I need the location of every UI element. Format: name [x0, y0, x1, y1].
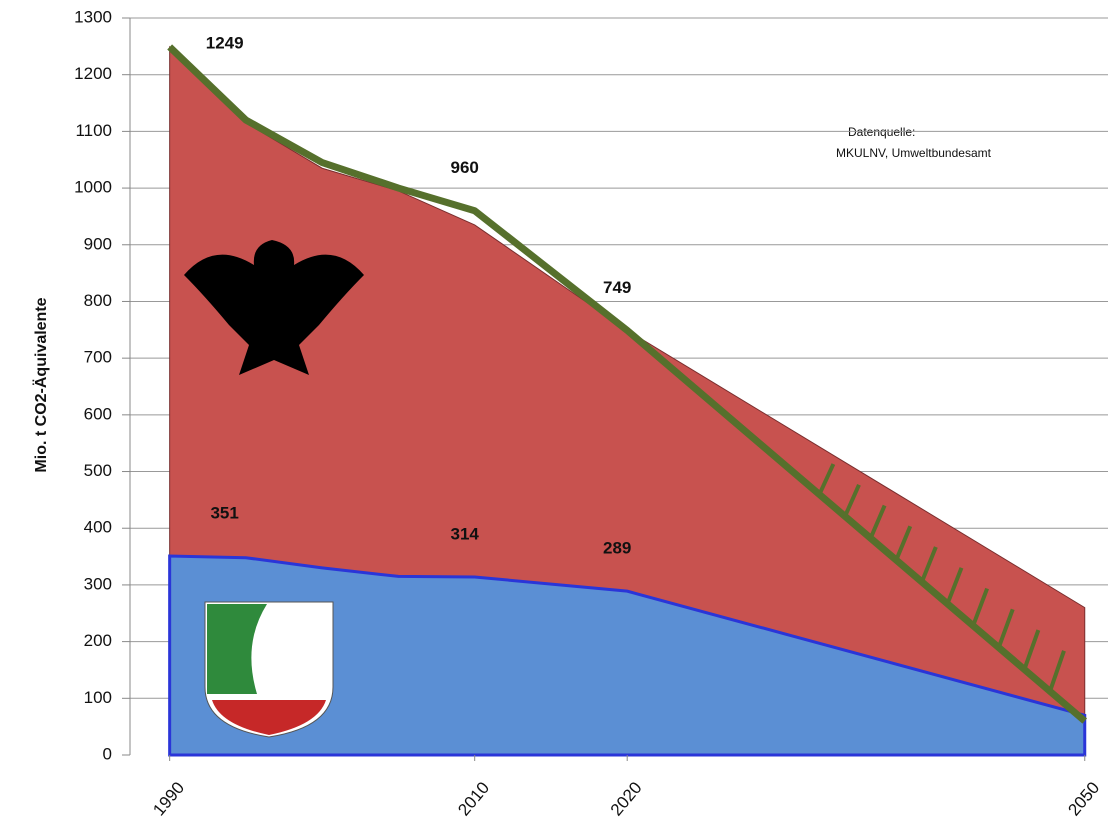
hatch — [1048, 650, 1066, 692]
data-label: 960 — [450, 158, 478, 177]
hatch — [945, 567, 964, 605]
y-tick-label: 1100 — [75, 121, 112, 140]
x-tick-label: 2010 — [454, 778, 493, 819]
hatch — [920, 546, 938, 583]
data-label: 289 — [603, 539, 631, 558]
hatch — [996, 608, 1015, 649]
y-tick-label: 300 — [84, 574, 112, 593]
x-tick-label: 2050 — [1064, 778, 1103, 819]
y-tick-label: 600 — [84, 404, 112, 423]
y-tick-label: 1300 — [74, 7, 112, 26]
line — [167, 44, 1088, 724]
x-tick-label: 2020 — [607, 778, 646, 819]
y-tick-label: 1200 — [74, 64, 112, 83]
y-tick-label: 500 — [84, 461, 112, 480]
y-tick-label: 0 — [103, 744, 112, 763]
area — [168, 554, 1087, 757]
emblem-green — [207, 604, 267, 694]
data-label: 749 — [603, 278, 631, 297]
hatch — [894, 525, 913, 561]
data-label: 351 — [210, 503, 238, 522]
y-tick-label: 100 — [84, 688, 112, 707]
y-tick-label: 700 — [84, 348, 112, 367]
annotation: MKULNV, Umweltbundesamt — [836, 146, 992, 160]
emblem-eagle — [184, 240, 364, 375]
hatch — [971, 587, 989, 627]
y-axis-label: Mio. t CO2-Äquivalente — [32, 297, 50, 472]
hatch — [868, 504, 887, 539]
emblem-red — [212, 700, 326, 735]
y-tick-label: 900 — [84, 234, 112, 253]
y-tick-label: 800 — [84, 291, 112, 310]
hatch — [817, 463, 836, 496]
hatch — [1022, 629, 1041, 671]
y-tick-label: 200 — [84, 631, 112, 650]
data-label: 1249 — [206, 33, 244, 52]
hatch — [843, 483, 861, 518]
data-label: 314 — [450, 524, 479, 543]
y-tick-label: 1000 — [74, 178, 112, 197]
y-tick-label: 400 — [84, 518, 112, 537]
x-tick-label: 1990 — [149, 778, 188, 819]
annotation: Datenquelle: — [848, 125, 915, 139]
